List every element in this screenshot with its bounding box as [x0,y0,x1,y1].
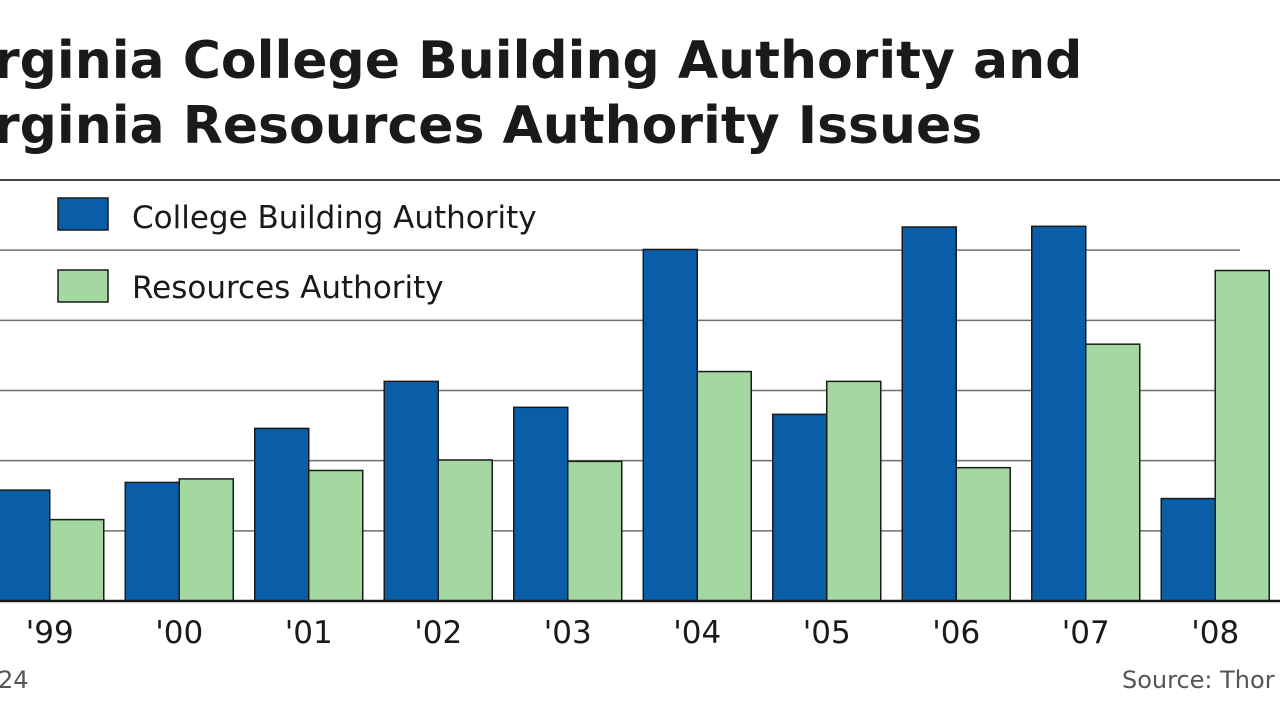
bar-resources-authority-0 [49,518,105,602]
bar-college-building-authority-0 [0,489,51,602]
x-tick-label: '05 [803,615,851,651]
bar-resources-authority-5 [696,370,752,602]
legend-label-resources-authority: Resources Authority [132,270,444,306]
legend: College Building Authority Resources Aut… [57,197,537,306]
bar-resources-authority-7 [955,466,1011,602]
x-tick-label: '00 [155,615,203,651]
bar-resources-authority-2 [308,469,364,602]
x-tick-label: '01 [285,615,333,651]
bar-college-building-authority-1 [124,481,180,602]
x-tick-label: '06 [932,615,980,651]
bar-resources-authority-1 [178,478,234,602]
legend-label-college-building-authority: College Building Authority [132,200,537,236]
bar-college-building-authority-9 [1160,497,1216,602]
x-tick-label: '99 [26,615,74,651]
footer: 24 Source: Thor [0,666,1275,694]
bar-college-building-authority-7 [901,226,957,602]
bar-resources-authority-3 [437,459,493,602]
x-tick-label: '07 [1062,615,1110,651]
bar-resources-authority-4 [567,460,623,602]
plot-area: '99 '00 '01 '02 '03 '04 '05 '06 '07 '08 [0,179,1280,651]
source-note: Source: Thor [1122,666,1275,694]
chart-title-line-2: rginia Resources Authority Issues [0,96,982,156]
chart-title-line-1: rginia College Building Authority and [0,31,1082,91]
x-tick-label: '04 [673,615,721,651]
bar-college-building-authority-2 [254,427,310,602]
legend-swatch-resources-authority [57,269,109,303]
legend-swatch-college-building-authority [57,197,109,231]
bar-resources-authority-8 [1085,343,1141,602]
footer-left-note: 24 [0,666,29,694]
bar-college-building-authority-6 [772,413,828,602]
bar-college-building-authority-8 [1031,225,1087,602]
bar-college-building-authority-4 [513,406,569,602]
bar-college-building-authority-5 [642,248,698,602]
x-tick-label: '08 [1191,615,1239,651]
x-tick-label: '02 [414,615,462,651]
x-tick-label: '03 [544,615,592,651]
bar-resources-authority-6 [826,380,882,602]
bar-resources-authority-9 [1214,269,1270,602]
chart-title: rginia College Building Authority and rg… [0,31,1082,156]
bar-college-building-authority-3 [383,380,439,602]
